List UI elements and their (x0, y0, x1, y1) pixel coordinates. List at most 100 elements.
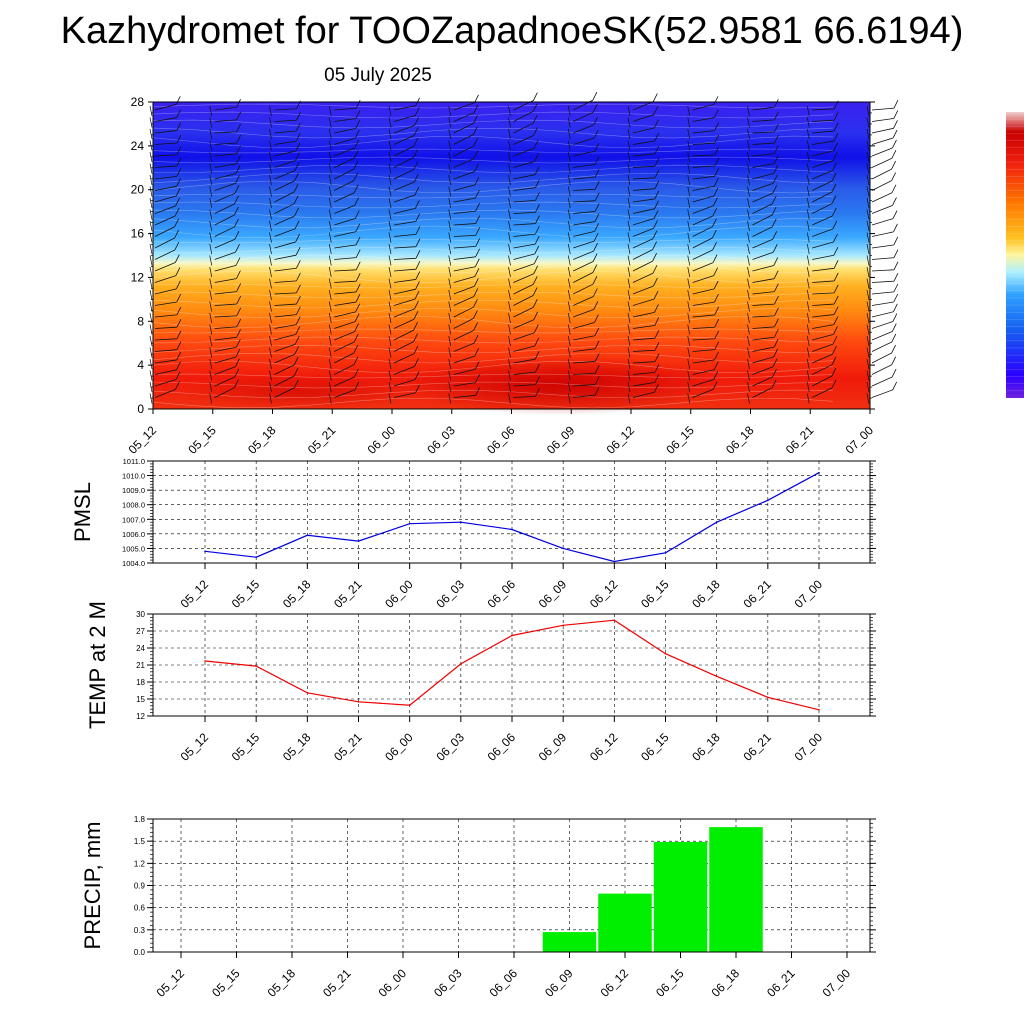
wind-barb (334, 172, 359, 191)
wind-barb (752, 270, 779, 283)
wind-barb (334, 150, 359, 168)
wind-barb-staff (806, 243, 810, 255)
wind-barb (154, 197, 180, 214)
wind-barb (393, 384, 420, 398)
wind-barb (752, 348, 778, 364)
wind-barb-staff (567, 324, 571, 335)
wind-barb (393, 333, 419, 352)
wind-barb-staff (269, 209, 272, 220)
wind-barb-staff (687, 151, 691, 163)
wind-barb (573, 192, 600, 203)
wind-barb (812, 152, 838, 168)
wind-barb (334, 273, 361, 283)
wind-barb (214, 307, 242, 318)
wind-barb-staff (209, 174, 213, 186)
contour-line (152, 307, 834, 319)
wind-barb-staff (687, 393, 691, 404)
wind-barb (632, 200, 659, 214)
wind-barb-staff (567, 381, 571, 393)
y-tick-label: 1011.0 (123, 457, 145, 466)
wind-barb-staff (687, 117, 691, 128)
wind-barb (154, 96, 181, 111)
wind-barb (274, 316, 301, 329)
wind-barb-staff (508, 197, 511, 209)
wind-barb-staff (448, 209, 452, 220)
wind-barb-staff (388, 243, 392, 255)
wind-barb-staff (687, 163, 691, 174)
x-tick-label: 06_06 (485, 577, 519, 611)
data-point (562, 624, 564, 627)
wind-barb (453, 387, 481, 398)
wind-barb (513, 127, 538, 145)
wind-barb (393, 281, 420, 295)
wind-barb (692, 306, 720, 318)
wind-barb (393, 345, 419, 364)
contour-line (152, 217, 834, 229)
wind-barb-staff (627, 232, 631, 243)
wind-barb-staff (328, 105, 332, 117)
wind-barb (632, 93, 658, 111)
wind-barb (752, 134, 779, 145)
wind-barb-staff (687, 381, 691, 393)
wind-barb (752, 283, 779, 295)
wind-barb (692, 254, 718, 272)
x-tick-label: 06_06 (484, 423, 518, 457)
contour-line (152, 291, 834, 299)
wind-barb (453, 334, 479, 352)
data-point (204, 550, 206, 553)
wind-barb (334, 210, 360, 226)
wind-barb (871, 293, 899, 306)
wind-barb-staff (149, 393, 153, 404)
x-tick-label: 05_15 (185, 423, 219, 457)
wind-barb-staff (806, 128, 810, 140)
wind-barb (871, 129, 898, 145)
wind-barb-staff (269, 301, 272, 312)
y-tick-label: 1008.0 (122, 501, 145, 510)
wind-barb-staff (567, 393, 571, 404)
x-tick-label: 06_12 (587, 577, 621, 611)
wind-barb (513, 103, 538, 122)
wind-barb-staff (508, 255, 511, 266)
wind-barb-staff (209, 209, 213, 220)
wind-barb (812, 306, 839, 318)
wind-barb-staff (806, 278, 810, 289)
contour-line (152, 373, 834, 379)
wind-barb-staff (328, 312, 332, 324)
wind-barb-staff (747, 370, 750, 381)
wind-barb (513, 388, 540, 398)
wind-barb-staff (388, 255, 392, 266)
wind-barb-staff (806, 117, 810, 128)
wind-barb-staff (747, 105, 750, 117)
wind-barb-staff (388, 220, 392, 232)
x-tick-label: 06_15 (663, 423, 697, 457)
wind-barb-staff (747, 301, 750, 312)
temp-panel: 12 15 18 21 24 27 30 05_12 05_15 05_18 05_21 06_00 0… (85, 601, 876, 764)
wind-barb (632, 241, 657, 260)
wind-barb-staff (806, 209, 810, 220)
wind-barb-staff (627, 197, 631, 209)
wind-barb-staff (388, 151, 392, 163)
wind-barb-staff (388, 186, 392, 197)
wind-barb (334, 139, 360, 157)
x-tick-label: 07_00 (792, 577, 826, 611)
wind-barb-staff (448, 105, 452, 117)
wind-barb (871, 344, 896, 364)
wind-barb-staff (687, 186, 691, 197)
wind-barb (812, 122, 839, 134)
precip-bar (709, 827, 763, 952)
wind-barb (573, 386, 600, 398)
wind-barb (573, 242, 598, 260)
wind-barb (632, 330, 660, 341)
wind-barb-staff (687, 301, 691, 312)
data-point (408, 522, 411, 525)
wind-barb-staff (627, 289, 631, 301)
data-point (511, 528, 513, 531)
wind-barb-staff (388, 358, 392, 370)
wind-barb-staff (687, 266, 691, 278)
wind-barb-staff (508, 128, 511, 140)
x-tick-label: 07_00 (820, 966, 854, 1000)
x-tick-label: 05_18 (265, 966, 299, 1000)
data-point (357, 701, 360, 703)
contour-line (152, 397, 834, 409)
x-tick-label: 06_12 (604, 423, 638, 457)
